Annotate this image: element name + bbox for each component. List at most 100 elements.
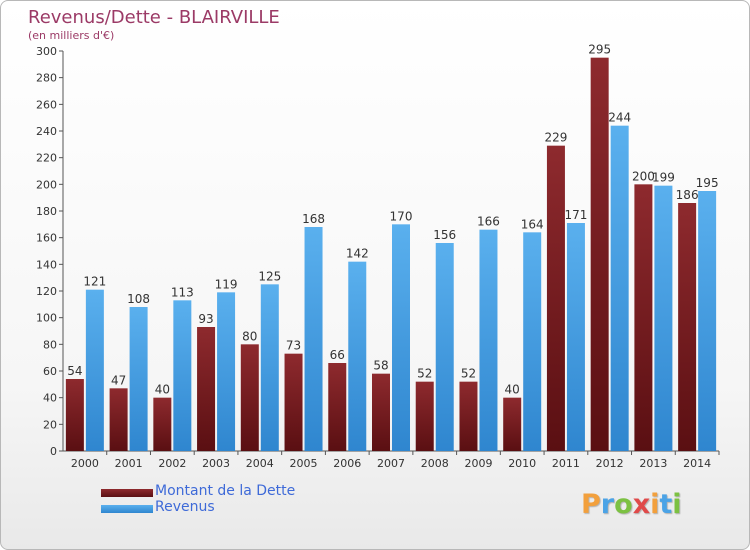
- bar-revenus: [610, 125, 629, 452]
- data-label-revenus: 171: [564, 208, 587, 222]
- data-label-revenus: 195: [696, 176, 719, 190]
- bar-revenus: [129, 307, 148, 451]
- data-label-dette: 40: [155, 383, 170, 397]
- data-label-dette: 93: [198, 312, 213, 326]
- bar-dette: [240, 344, 259, 451]
- bar-revenus: [304, 227, 323, 451]
- bar-revenus: [698, 191, 717, 451]
- bar-dette: [65, 379, 84, 451]
- data-label-dette: 52: [417, 367, 432, 381]
- bar-revenus: [435, 243, 454, 451]
- y-tick-label: 20: [43, 418, 57, 431]
- chart-title: Revenus/Dette - BLAIRVILLE: [28, 7, 280, 28]
- data-label-revenus: 164: [521, 217, 544, 231]
- data-label-revenus: 108: [127, 292, 150, 306]
- bar-dette: [328, 363, 347, 451]
- y-tick-label: 300: [36, 45, 57, 58]
- x-tick-label: 2006: [333, 457, 361, 470]
- logo-letter: i: [672, 489, 682, 520]
- data-label-dette: 40: [505, 383, 520, 397]
- axes: 0 20 40 60 80 100 120 140 160 180 200 220 240 260 280 3…: [36, 45, 720, 470]
- bar-dette: [546, 145, 565, 451]
- y-tick-label: 140: [36, 258, 57, 271]
- proxiti-logo: Proxiti: [581, 489, 682, 520]
- legend-label-revenus: Revenus: [155, 499, 215, 515]
- x-tick-label: 2007: [377, 457, 405, 470]
- chart-subtitle: (en milliers d'€): [28, 29, 115, 42]
- bar-dette: [153, 397, 172, 451]
- bar-dette: [284, 353, 303, 451]
- y-tick-label: 260: [36, 98, 57, 111]
- data-label-revenus: 166: [477, 215, 500, 229]
- y-tick-label: 100: [36, 312, 57, 325]
- x-tick-label: 2008: [421, 457, 449, 470]
- legend-swatch-revenus: [101, 505, 153, 513]
- data-label-revenus: 125: [258, 269, 281, 283]
- y-tick-label: 160: [36, 232, 57, 245]
- data-label-dette: 66: [330, 348, 345, 362]
- y-tick-label: 200: [36, 178, 57, 191]
- bar-dette: [678, 203, 697, 451]
- bars: [65, 57, 717, 452]
- x-tick-label: 2012: [596, 457, 624, 470]
- x-tick-label: 2010: [508, 457, 536, 470]
- bar-revenus: [523, 232, 542, 451]
- bar-revenus: [85, 289, 104, 451]
- bar-revenus: [479, 229, 498, 451]
- x-tick-label: 2011: [552, 457, 580, 470]
- data-label-dette: 186: [676, 188, 699, 202]
- bar-dette: [372, 373, 390, 451]
- legend-label-dette: Montant de la Dette: [155, 483, 296, 499]
- y-tick-label: 120: [36, 285, 57, 298]
- y-tick-label: 240: [36, 125, 57, 138]
- bar-revenus: [217, 292, 236, 451]
- bar-revenus: [173, 300, 192, 451]
- y-tick-label: 280: [36, 72, 57, 85]
- x-tick-label: 2005: [290, 457, 318, 470]
- data-label-dette: 200: [632, 169, 655, 183]
- bar-dette: [109, 388, 128, 451]
- x-tick-label: 2014: [683, 457, 711, 470]
- x-tick-label: 2000: [71, 457, 99, 470]
- data-label-revenus: 168: [302, 212, 325, 226]
- logo-letter: x: [632, 489, 651, 520]
- data-labels: 54 121 47 108 40 113 93 119 80 125 73 168 66 142 58 170…: [67, 43, 718, 397]
- data-label-revenus: 199: [652, 171, 675, 185]
- data-label-dette: 80: [242, 329, 257, 343]
- y-tick-label: 80: [43, 338, 57, 351]
- bar-revenus: [654, 185, 673, 451]
- y-tick-label: 40: [43, 392, 57, 405]
- x-tick-label: 2009: [464, 457, 492, 470]
- data-label-dette: 52: [461, 367, 476, 381]
- data-label-dette: 229: [544, 131, 567, 145]
- x-tick-label: 2001: [115, 457, 143, 470]
- data-label-dette: 47: [111, 373, 126, 387]
- logo-letter: i: [650, 489, 660, 520]
- x-tick-label: 2002: [158, 457, 186, 470]
- bar-dette: [503, 397, 522, 451]
- logo-letter: o: [614, 489, 633, 520]
- legend-swatch-dette: [101, 489, 153, 497]
- y-tick-label: 220: [36, 152, 57, 165]
- bar-dette: [415, 381, 434, 451]
- bar-dette: [197, 327, 216, 451]
- bar-dette: [590, 57, 609, 452]
- logo-letter: t: [659, 489, 673, 520]
- x-tick-label: 2004: [246, 457, 274, 470]
- data-label-revenus: 121: [83, 275, 106, 289]
- logo-letter: r: [600, 489, 615, 520]
- bar-revenus: [392, 224, 410, 451]
- x-tick-label: 2013: [639, 457, 667, 470]
- bar-dette: [634, 184, 653, 452]
- bar-revenus: [260, 284, 279, 451]
- data-label-revenus: 119: [215, 277, 238, 291]
- data-label-revenus: 156: [433, 228, 456, 242]
- data-label-revenus: 142: [346, 247, 369, 261]
- x-tick-label: 2003: [202, 457, 230, 470]
- data-label-dette: 73: [286, 339, 301, 353]
- bar-revenus: [566, 223, 585, 451]
- bar-dette: [459, 381, 478, 451]
- y-tick-label: 60: [43, 365, 57, 378]
- y-tick-label: 180: [36, 205, 57, 218]
